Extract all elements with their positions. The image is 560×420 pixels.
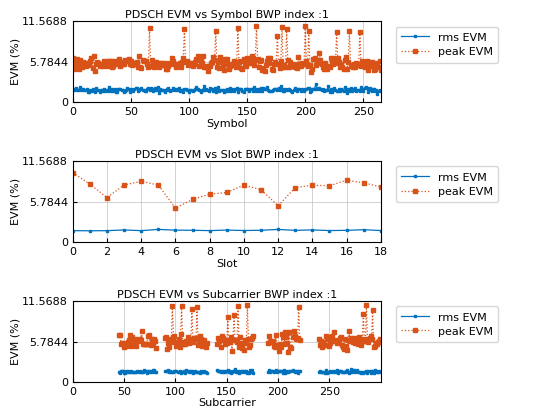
Y-axis label: EVM (%): EVM (%) — [11, 178, 21, 225]
rms EVM — [374, 92, 381, 97]
X-axis label: Slot: Slot — [216, 259, 237, 268]
rms EVM — [155, 227, 162, 232]
peak EVM — [130, 60, 137, 65]
rms EVM — [69, 87, 76, 92]
rms EVM — [111, 87, 118, 92]
peak EVM — [360, 180, 367, 185]
peak EVM — [69, 170, 76, 175]
rms EVM — [275, 227, 282, 232]
peak EVM — [206, 192, 213, 197]
peak EVM — [326, 183, 333, 188]
rms EVM — [223, 228, 230, 233]
rms EVM — [189, 228, 196, 233]
rms EVM — [319, 86, 326, 91]
rms EVM — [121, 228, 128, 233]
rms EVM — [104, 228, 110, 233]
rms EVM — [326, 228, 333, 233]
Line: peak EVM: peak EVM — [71, 24, 382, 74]
peak EVM — [87, 182, 94, 187]
peak EVM — [111, 58, 118, 63]
peak EVM — [377, 184, 384, 189]
rms EVM — [241, 228, 248, 233]
peak EVM — [298, 60, 305, 66]
Title: PDSCH EVM vs Slot BWP index :1: PDSCH EVM vs Slot BWP index :1 — [135, 150, 319, 160]
peak EVM — [138, 179, 144, 184]
peak EVM — [186, 60, 193, 66]
peak EVM — [338, 62, 344, 67]
rms EVM — [348, 367, 354, 372]
Y-axis label: EVM (%): EVM (%) — [11, 318, 21, 365]
rms EVM — [377, 89, 384, 94]
rms EVM — [328, 369, 335, 374]
peak EVM — [275, 203, 282, 208]
peak EVM — [241, 183, 248, 188]
rms EVM — [69, 228, 76, 233]
rms EVM — [309, 227, 316, 232]
Y-axis label: EVM (%): EVM (%) — [11, 38, 21, 85]
Title: PDSCH EVM vs Symbol BWP index :1: PDSCH EVM vs Symbol BWP index :1 — [125, 10, 329, 20]
peak EVM — [104, 195, 110, 200]
peak EVM — [328, 334, 335, 339]
peak EVM — [320, 67, 327, 72]
peak EVM — [223, 190, 230, 195]
peak EVM — [343, 178, 350, 183]
rms EVM — [337, 88, 343, 93]
peak EVM — [121, 182, 128, 187]
peak EVM — [172, 206, 179, 211]
Line: rms EVM: rms EVM — [72, 83, 382, 96]
Line: rms EVM: rms EVM — [118, 368, 381, 375]
rms EVM — [186, 89, 193, 94]
Line: peak EVM: peak EVM — [117, 303, 381, 354]
rms EVM — [376, 369, 383, 374]
peak EVM — [309, 183, 316, 188]
peak EVM — [155, 183, 162, 188]
rms EVM — [297, 89, 304, 94]
rms EVM — [87, 228, 94, 234]
peak EVM — [189, 197, 196, 202]
Legend: rms EVM, peak EVM: rms EVM, peak EVM — [395, 166, 498, 202]
peak EVM — [376, 337, 383, 342]
Legend: rms EVM, peak EVM: rms EVM, peak EVM — [395, 26, 498, 63]
rms EVM — [130, 88, 137, 93]
rms EVM — [172, 228, 179, 233]
peak EVM — [348, 335, 354, 340]
Legend: rms EVM, peak EVM: rms EVM, peak EVM — [395, 307, 498, 342]
X-axis label: Subcarrier: Subcarrier — [198, 399, 256, 409]
peak EVM — [253, 24, 260, 29]
rms EVM — [360, 227, 367, 232]
peak EVM — [307, 69, 314, 74]
rms EVM — [377, 228, 384, 233]
rms EVM — [292, 228, 298, 233]
Line: peak EVM: peak EVM — [71, 171, 382, 210]
rms EVM — [312, 82, 319, 87]
X-axis label: Symbol: Symbol — [206, 118, 248, 129]
Line: rms EVM: rms EVM — [72, 228, 382, 232]
peak EVM — [377, 67, 384, 72]
rms EVM — [138, 228, 144, 233]
peak EVM — [258, 187, 264, 192]
peak EVM — [69, 55, 76, 60]
rms EVM — [206, 228, 213, 233]
Title: PDSCH EVM vs Subcarrier BWP index :1: PDSCH EVM vs Subcarrier BWP index :1 — [116, 290, 337, 300]
rms EVM — [258, 228, 264, 233]
peak EVM — [292, 185, 298, 190]
rms EVM — [343, 228, 350, 233]
